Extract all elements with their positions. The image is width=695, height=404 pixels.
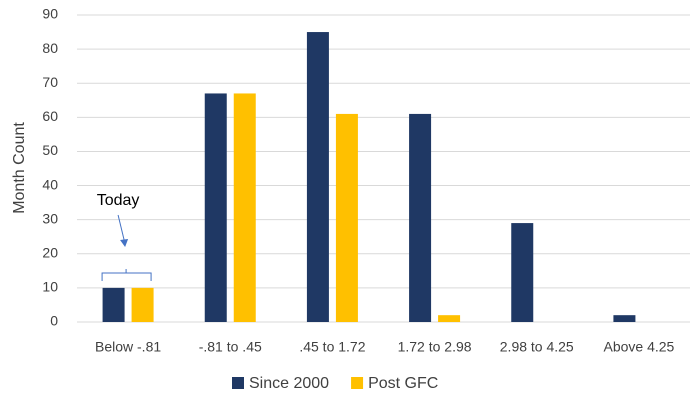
annotation-bracket [101, 269, 152, 281]
bar [233, 93, 256, 322]
y-tick-label: 0 [50, 313, 58, 329]
y-tick-label: 10 [42, 279, 58, 295]
annotation-arrow [117, 214, 126, 245]
bar [438, 315, 461, 322]
bar [613, 315, 636, 322]
bar [511, 223, 534, 322]
y-tick-label: 30 [42, 210, 58, 226]
x-tick-label: 2.98 to 4.25 [500, 339, 574, 355]
annotation: Today [97, 192, 140, 209]
bar [131, 287, 154, 322]
legend-swatch [232, 377, 244, 389]
x-tick-label: 1.72 to 2.98 [398, 339, 472, 355]
legend-label: Post GFC [368, 375, 438, 392]
annotation-arrowhead [120, 239, 129, 247]
y-tick-label: 20 [42, 244, 58, 260]
bar [335, 113, 358, 322]
bar [306, 32, 329, 323]
x-tick-label: Above 4.25 [603, 339, 674, 355]
legend-swatch [351, 377, 364, 389]
bar [102, 287, 125, 322]
y-tick-label: 50 [42, 142, 58, 158]
y-tick-label: 80 [42, 40, 58, 56]
x-tick-label: Below -.81 [95, 339, 161, 355]
y-tick-label: 90 [42, 6, 58, 22]
x-tick-label: -.81 to .45 [199, 339, 262, 355]
y-axis-label: Month Count [11, 122, 28, 214]
bar [409, 113, 432, 322]
legend-label: Since 2000 [249, 375, 329, 392]
y-tick-label: 60 [42, 108, 58, 124]
y-tick-label: 70 [42, 74, 58, 90]
y-tick-label: 40 [42, 176, 58, 192]
bar [204, 93, 227, 322]
x-tick-label: .45 to 1.72 [299, 339, 365, 355]
